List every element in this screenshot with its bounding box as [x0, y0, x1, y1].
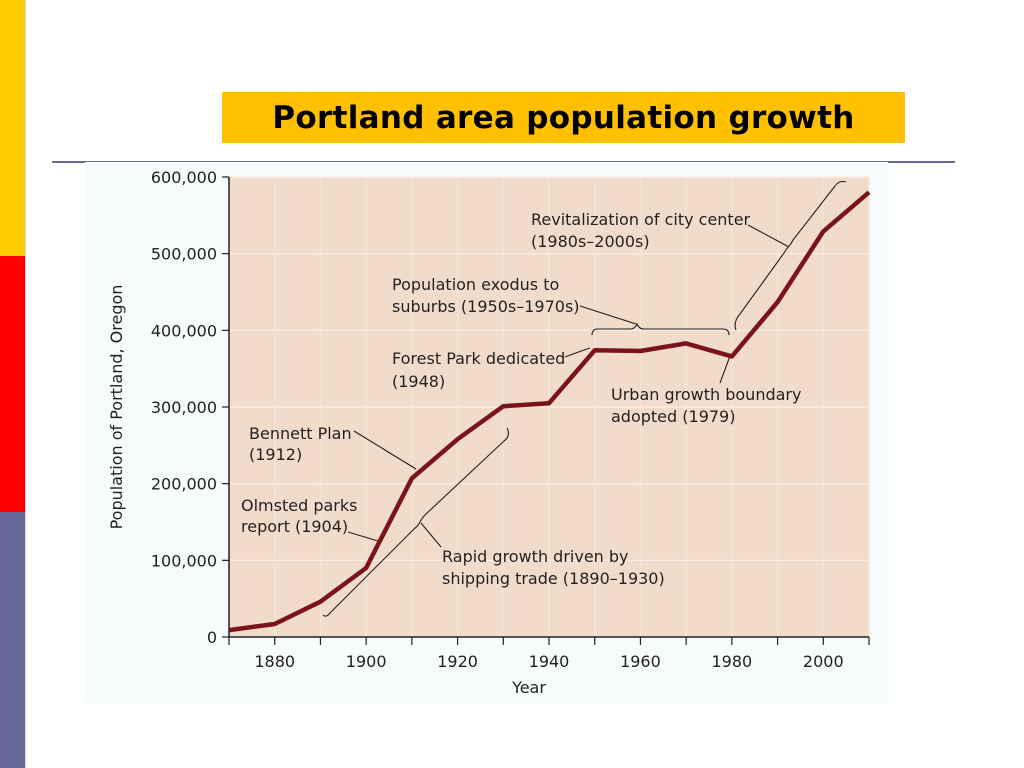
annotation-exodus: Population exodus to — [392, 275, 559, 294]
annotation-forest-park-date: (1948) — [392, 372, 445, 391]
y-tick-label: 0 — [207, 628, 217, 647]
annotation-urban-growth-date: adopted (1979) — [611, 407, 735, 426]
urban-growth-pointer — [719, 355, 731, 384]
annotation-rapid-growth-dates: shipping trade (1890–1930) — [442, 569, 665, 588]
accent-bar-blue — [0, 512, 25, 768]
x-tick-label: 1980 — [711, 652, 752, 671]
annotation-revitalization: Revitalization of city center — [531, 210, 751, 229]
slide-title-box: Portland area population growth — [222, 92, 905, 143]
x-tick-label: 1960 — [620, 652, 661, 671]
annotation-olmsted: Olmsted parks — [241, 496, 357, 515]
x-tick-label: 2000 — [803, 652, 844, 671]
rapid-growth-bracket — [322, 427, 510, 617]
x-axis-label: Year — [511, 678, 546, 697]
y-axis-ticks: 0 100,000 200,000 300,000 400,000 500,000 600,… — [151, 168, 229, 647]
olmsted-pointer — [347, 531, 379, 542]
x-tick-label: 1940 — [529, 652, 570, 671]
revitalization-pointer — [747, 224, 790, 248]
annotation-olmsted-date: report (1904) — [241, 517, 348, 536]
annotation-urban-growth: Urban growth boundary — [611, 385, 801, 404]
x-axis-ticks: 1880 1900 1920 1940 1960 1980 2000 — [228, 637, 870, 671]
y-axis-label: Population of Portland, Oregon — [107, 285, 126, 530]
accent-bar-yellow — [0, 0, 25, 256]
annotation-leaders — [322, 180, 847, 617]
rapid-growth-pointer — [420, 522, 442, 548]
annotations: Revitalization of city center (1980s–200… — [241, 210, 801, 588]
annotation-bennett: Bennett Plan — [249, 424, 352, 443]
y-tick-label: 500,000 — [151, 245, 217, 264]
y-tick-label: 100,000 — [151, 551, 217, 570]
accent-bar-edge — [25, 0, 26, 768]
y-tick-label: 600,000 — [151, 168, 217, 187]
y-tick-label: 300,000 — [151, 398, 217, 417]
x-tick-label: 1900 — [346, 652, 387, 671]
annotation-forest-park: Forest Park dedicated — [392, 349, 565, 368]
revitalization-bracket — [734, 180, 847, 331]
y-tick-label: 200,000 — [151, 475, 217, 494]
annotation-exodus-dates: suburbs (1950s–1970s) — [392, 297, 580, 316]
title-divider-left-accent — [52, 161, 85, 163]
x-tick-label: 1880 — [254, 652, 295, 671]
annotation-bennett-date: (1912) — [249, 445, 302, 464]
annotation-rapid-growth: Rapid growth driven by — [442, 547, 629, 566]
exodus-bracket — [591, 322, 730, 336]
exodus-pointer — [579, 305, 637, 325]
x-tick-label: 1920 — [437, 652, 478, 671]
slide-title: Portland area population growth — [272, 99, 855, 136]
title-divider-right-accent — [888, 161, 955, 163]
annotation-revitalization-dates: (1980s–2000s) — [531, 232, 650, 251]
bennett-pointer — [353, 430, 417, 470]
forest-park-pointer — [564, 347, 591, 358]
y-tick-label: 400,000 — [151, 321, 217, 340]
title-divider — [52, 161, 955, 162]
population-line — [228, 190, 871, 633]
accent-bar-red — [0, 256, 25, 512]
